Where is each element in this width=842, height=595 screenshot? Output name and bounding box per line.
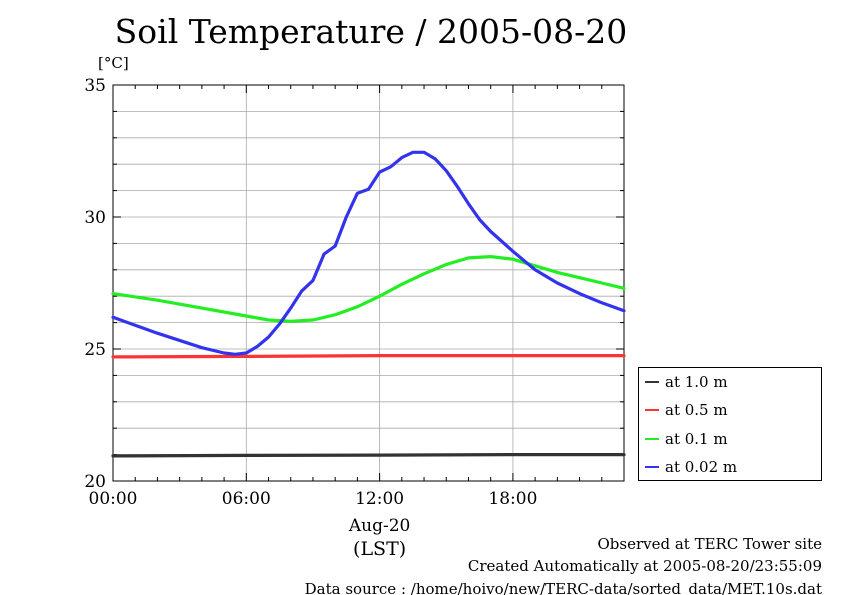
- legend-item-1-0m: at 1.0 m: [645, 372, 728, 392]
- series-line-0: [111, 453, 626, 458]
- legend-label-0-5m: at 0.5 m: [665, 401, 728, 419]
- legend-item-0-5m: at 0.5 m: [645, 400, 728, 420]
- series-line-2: [111, 255, 626, 323]
- x-axis-label: (LST): [353, 538, 406, 560]
- legend-swatch-0-5m: [645, 409, 659, 411]
- legend-label-0-02m: at 0.02 m: [665, 458, 738, 476]
- x-tick-label: 18:00: [488, 489, 537, 509]
- chart-title: Soil Temperature / 2005-08-20: [114, 12, 628, 51]
- x-tick-label: 00:00: [89, 489, 138, 509]
- x-axis-date-label: Aug-20: [348, 516, 410, 536]
- footer-observed-site: Observed at TERC Tower site: [597, 535, 822, 553]
- series-line-3: [111, 150, 626, 356]
- footer-created-timestamp: Created Automatically at 2005-08-20/23:5…: [467, 557, 822, 575]
- y-tick-label: 20: [84, 472, 106, 492]
- legend-label-1-0m: at 1.0 m: [665, 373, 728, 391]
- footer-data-source: Data source : /home/hoivo/new/TERC-data/…: [304, 580, 822, 595]
- legend-item-0-02m: at 0.02 m: [645, 457, 737, 477]
- y-tick-label: 30: [84, 208, 106, 228]
- y-axis-unit-label: [°C]: [98, 54, 129, 72]
- legend-swatch-0-02m: [645, 466, 659, 468]
- legend-item-0-1m: at 0.1 m: [645, 429, 728, 449]
- x-tick-label: 12:00: [355, 489, 404, 509]
- chart-legend: at 1.0 m at 0.5 m at 0.1 m at 0.02 m: [638, 367, 822, 481]
- x-tick-label: 06:00: [222, 489, 271, 509]
- y-tick-label: 25: [84, 340, 106, 360]
- plot-frame: [112, 84, 625, 482]
- legend-swatch-0-1m: [645, 438, 659, 440]
- legend-label-0-1m: at 0.1 m: [665, 430, 728, 448]
- y-tick-label: 35: [84, 76, 106, 96]
- series-line-1: [111, 354, 626, 359]
- legend-swatch-1-0m: [645, 381, 659, 383]
